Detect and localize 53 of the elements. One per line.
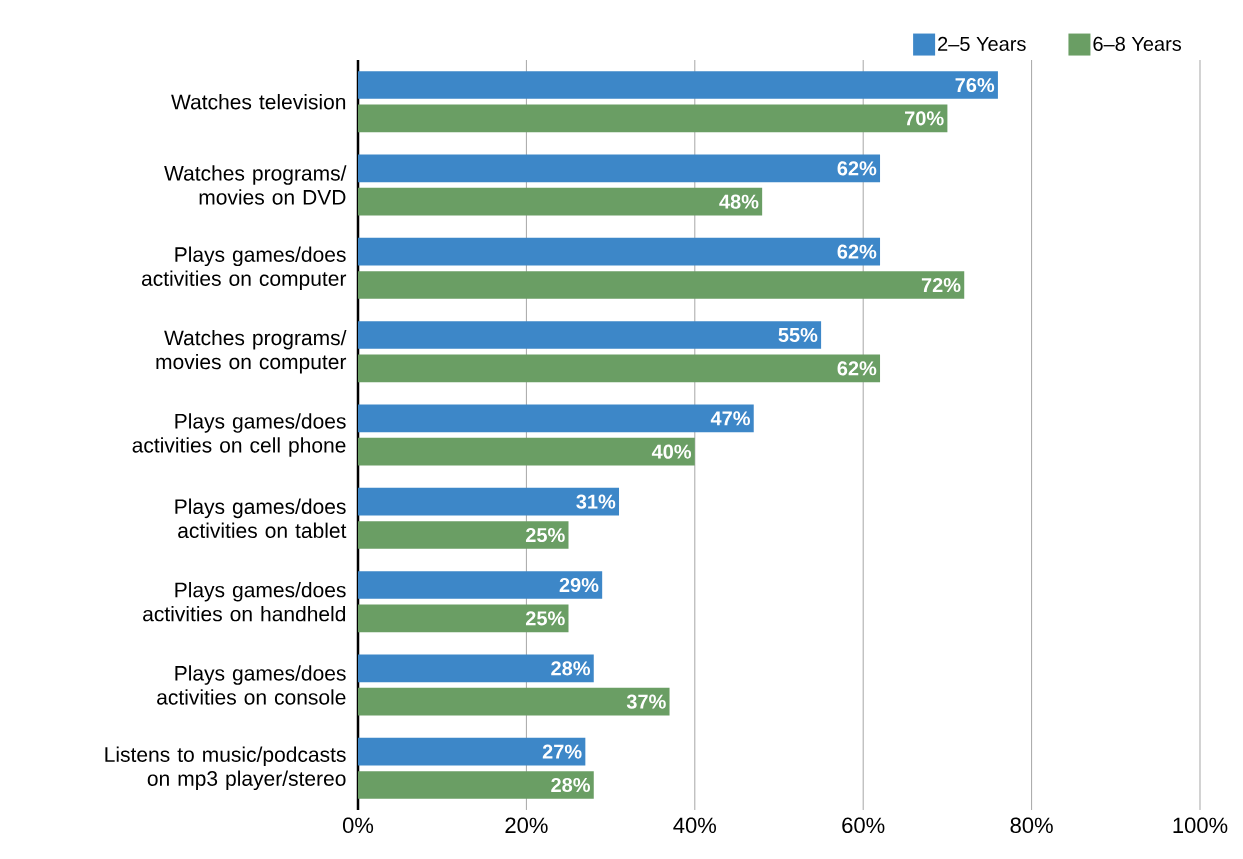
data-label: 28% (551, 777, 591, 793)
bar (358, 354, 881, 383)
bar (358, 321, 822, 349)
bar (358, 571, 603, 599)
data-label: 48% (719, 194, 759, 209)
bar (358, 771, 594, 799)
y-tick-label: Watches television (171, 93, 346, 110)
data-label: 40% (651, 444, 692, 459)
data-label: 62% (837, 361, 877, 376)
bar (358, 71, 998, 99)
x-tick-label: 0% (342, 817, 374, 834)
y-tick-label: Plays games/does activities on console (157, 665, 346, 705)
data-label: 76% (955, 77, 995, 93)
y-tick-label: Watches programs/ movies on DVD (164, 165, 347, 205)
legend-label: 2–5 Years (938, 36, 1026, 51)
data-label: 55% (778, 327, 818, 343)
bar (358, 521, 569, 549)
x-tick-label: 100% (1173, 817, 1228, 834)
bar (358, 271, 965, 299)
bar (358, 604, 569, 633)
data-label: 70% (905, 111, 944, 126)
y-tick-label: Plays games/does activities on tablet (175, 498, 347, 539)
x-tick-label: 40% (673, 817, 717, 834)
data-label: 62% (837, 244, 877, 259)
bar (358, 237, 881, 266)
y-tick-label: Listens to music/podcasts on mp3 player/stereo (105, 746, 346, 791)
y-tick-label: Plays games/does activities on computer (141, 246, 347, 291)
bar (358, 737, 586, 766)
y-tick-label: Plays games/does activities on cell phone (132, 413, 346, 457)
data-label: 62% (837, 161, 877, 176)
bar (358, 487, 620, 516)
x-tick-label: 20% (505, 817, 548, 834)
bar (358, 104, 948, 133)
bar (358, 654, 594, 683)
data-label: 29% (559, 577, 599, 593)
data-label: 25% (525, 611, 565, 626)
bar (358, 187, 763, 216)
data-label: 25% (525, 527, 565, 543)
data-label: 37% (626, 694, 666, 709)
data-label: 31% (576, 494, 616, 509)
data-label: 72% (921, 277, 961, 293)
data-label: 28% (551, 661, 591, 676)
bar (358, 404, 754, 433)
y-tick-label: Watches programs/ movies on computer (156, 329, 347, 374)
legend-label: 6–8 Years (1093, 36, 1182, 51)
bar (358, 687, 670, 716)
x-tick-label: 80% (1010, 817, 1053, 834)
x-tick-label: 60% (842, 817, 885, 834)
bar (358, 154, 881, 183)
y-tick-label: Plays games/does activities on handheld (143, 581, 346, 622)
data-label: 27% (542, 744, 582, 759)
data-label: 47% (710, 411, 750, 426)
bar (358, 437, 695, 466)
